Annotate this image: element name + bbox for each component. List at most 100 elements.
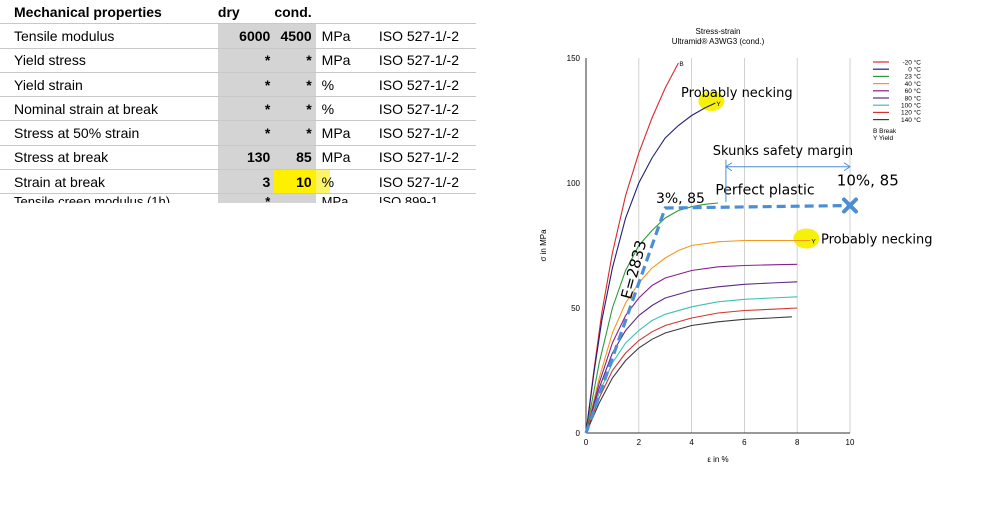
properties-table: Mechanical properties dry cond. Tensile … bbox=[0, 0, 476, 203]
necking-annotation-lower: Probably necking bbox=[821, 233, 933, 248]
cell-cond: * bbox=[274, 72, 316, 98]
corner-point-label: 3%, 85 bbox=[656, 191, 705, 207]
series-line bbox=[585, 296, 798, 434]
cell-dry: * bbox=[217, 193, 275, 203]
cell-name: Nominal strain at break bbox=[0, 96, 218, 122]
x-tick-label: 2 bbox=[637, 438, 642, 447]
cell-standard: ISO 899-1 bbox=[378, 194, 439, 203]
cell-cond bbox=[274, 193, 316, 203]
legend-yield-note: Y Yield bbox=[873, 135, 894, 142]
cell-standard: ISO 527-1/-2 bbox=[378, 120, 476, 146]
table-row: Stress at break 130 85 MPa ISO 527-1/-2 bbox=[0, 145, 476, 171]
legend-label: 23 °C bbox=[905, 73, 922, 81]
header-unit bbox=[315, 0, 379, 25]
cell-unit: MPa bbox=[315, 23, 379, 49]
table-row: Yield strain * * % ISO 527-1/-2 bbox=[0, 72, 476, 98]
cell-name: Yield strain bbox=[0, 72, 218, 98]
cell-name: Yield stress bbox=[0, 48, 218, 73]
x-tick-label: 10 bbox=[846, 438, 855, 447]
axes bbox=[585, 58, 850, 434]
legend-label: 140 °C bbox=[901, 116, 921, 124]
cell-cond: * bbox=[274, 120, 316, 146]
table-row: Tensile modulus 6000 4500 MPa ISO 527-1/… bbox=[0, 23, 476, 49]
x-axis-label: ε in % bbox=[707, 455, 728, 464]
series-end-marker: B bbox=[679, 61, 683, 68]
header-cond: cond. bbox=[274, 0, 316, 25]
cell-standard: ISO 527-1/-2 bbox=[378, 48, 476, 73]
cell-unit: MPa bbox=[315, 48, 379, 73]
cell-standard: ISO 527-1/-2 bbox=[378, 169, 476, 195]
header-name: Mechanical properties bbox=[0, 0, 218, 25]
series-line bbox=[585, 316, 792, 434]
cell-cond: 4500 bbox=[274, 23, 316, 49]
legend-label: 0 °C bbox=[908, 66, 921, 74]
y-axis-label: σ in MPa bbox=[539, 229, 548, 262]
cell-standard: ISO 527-1/-2 bbox=[378, 23, 476, 49]
table-row-clipped: Tensile creep modulus (1h) * MPa ISO 899… bbox=[0, 193, 476, 203]
cell-unit: % bbox=[315, 72, 379, 98]
cell-name: Tensile modulus bbox=[0, 23, 218, 49]
cell-unit: MPa bbox=[315, 120, 379, 146]
cell-dry: * bbox=[217, 120, 275, 146]
legend-label: 80 °C bbox=[905, 94, 922, 102]
y-tick-label: 50 bbox=[571, 304, 580, 313]
cell-dry: 130 bbox=[217, 145, 275, 171]
series-lines: B Y Y bbox=[585, 61, 816, 434]
cell-unit: % bbox=[315, 96, 379, 122]
perfect-plastic-label: Perfect plastic bbox=[715, 182, 814, 198]
table-header-row: Mechanical properties dry cond. bbox=[0, 0, 476, 25]
end-point-label: 10%, 85 bbox=[837, 172, 899, 190]
chart-title: Stress-strain bbox=[696, 27, 741, 36]
cell-unit: MPa bbox=[321, 194, 349, 203]
legend-label: -20 °C bbox=[903, 58, 922, 66]
stress-strain-chart: Stress-strain Ultramid® A3WG3 (cond.) 0 2… bbox=[530, 20, 998, 490]
legend-label: 120 °C bbox=[901, 109, 921, 117]
cell-name: Tensile creep modulus (1h) bbox=[14, 194, 171, 203]
necking-highlight bbox=[793, 228, 820, 249]
series-line bbox=[585, 239, 811, 434]
series-line bbox=[585, 62, 679, 434]
mechanical-properties-table: Mechanical properties dry cond. Tensile … bbox=[0, 0, 476, 203]
table-row: Nominal strain at break * * % ISO 527-1/… bbox=[0, 96, 476, 122]
series-end-marker: Y bbox=[811, 239, 816, 246]
series-line bbox=[585, 281, 798, 434]
x-tick-label: 6 bbox=[742, 438, 747, 447]
idealization-overlay bbox=[584, 197, 858, 434]
margin-arrow-right-head bbox=[843, 162, 851, 172]
cell-dry: * bbox=[217, 48, 275, 73]
legend-label: 40 °C bbox=[905, 80, 922, 88]
x-tick-label: 0 bbox=[584, 438, 589, 447]
safety-margin-label: Skunks safety margin bbox=[713, 144, 853, 159]
cell-cond: 85 bbox=[274, 145, 316, 171]
series-line bbox=[585, 307, 798, 434]
table-row: Strain at break 3 10 % ISO 527-1/-2 bbox=[0, 169, 476, 195]
table-row: Stress at 50% strain * * MPa ISO 527-1/-… bbox=[0, 120, 476, 146]
series-end-marker: Y bbox=[716, 101, 721, 108]
cell-dry: * bbox=[217, 96, 275, 122]
cell-name: Strain at break bbox=[0, 169, 218, 195]
cell-dry: * bbox=[217, 72, 275, 98]
safety-margin-arrow bbox=[725, 159, 851, 202]
cell-name: Stress at break bbox=[0, 145, 218, 171]
highlight-marks bbox=[698, 91, 820, 249]
cell-unit: MPa bbox=[315, 145, 379, 171]
cell-standard: ISO 527-1/-2 bbox=[378, 72, 476, 98]
cell-unit-highlighted: % bbox=[315, 169, 379, 195]
series-line bbox=[585, 263, 798, 434]
legend-break-note: B Break bbox=[873, 128, 897, 135]
necking-highlight bbox=[698, 91, 725, 111]
cell-cond-highlighted: 10 bbox=[274, 169, 316, 195]
grid bbox=[638, 58, 851, 433]
header-dry: dry bbox=[217, 0, 275, 25]
cell-dry: 3 bbox=[217, 169, 275, 195]
table-row: Yield stress * * MPa ISO 527-1/-2 bbox=[0, 48, 476, 73]
y-tick-label: 150 bbox=[567, 54, 581, 63]
y-tick-label: 0 bbox=[576, 429, 581, 438]
cell-name: Stress at 50% strain bbox=[0, 120, 218, 146]
legend-label: 60 °C bbox=[905, 87, 922, 95]
legend-label: 100 °C bbox=[901, 102, 921, 110]
cell-standard: ISO 527-1/-2 bbox=[378, 145, 476, 171]
chart-subtitle: Ultramid® A3WG3 (cond.) bbox=[672, 37, 765, 46]
x-tick-label: 4 bbox=[689, 438, 694, 447]
